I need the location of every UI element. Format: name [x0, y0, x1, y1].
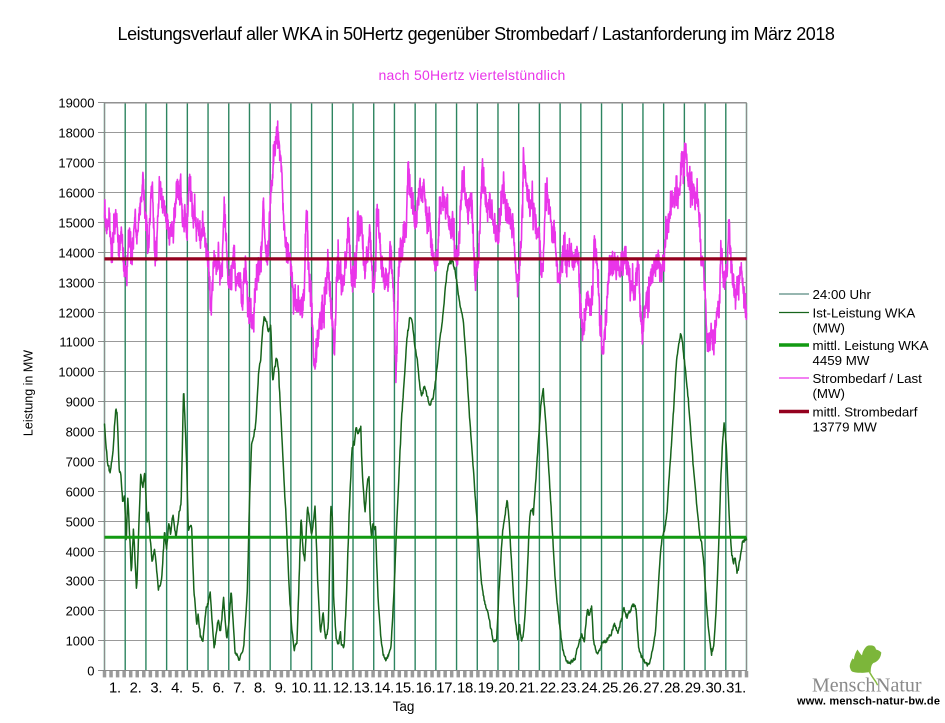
svg-text:19.: 19.: [478, 681, 498, 697]
svg-text:mittl. Leistung WKA: mittl. Leistung WKA: [813, 338, 929, 353]
svg-text:11000: 11000: [59, 335, 94, 350]
svg-text:mittl. Strombedarf: mittl. Strombedarf: [813, 404, 918, 419]
svg-text:24.: 24.: [581, 681, 601, 697]
svg-text:1000: 1000: [66, 634, 95, 649]
svg-text:4000: 4000: [66, 545, 95, 560]
svg-text:12000: 12000: [58, 306, 94, 321]
svg-text:12.: 12.: [333, 681, 353, 697]
svg-text:nach 50Hertz viertelstündlich: nach 50Hertz viertelstündlich: [378, 67, 565, 83]
svg-text:21.: 21.: [519, 681, 539, 697]
svg-text:4.: 4.: [171, 681, 183, 697]
svg-text:18.: 18.: [457, 681, 477, 697]
svg-text:2000: 2000: [66, 604, 95, 619]
svg-text:Ist-Leistung WKA: Ist-Leistung WKA: [813, 305, 916, 320]
svg-text:30.: 30.: [705, 681, 725, 697]
svg-text:31.: 31.: [726, 681, 746, 697]
svg-text:27.: 27.: [643, 681, 663, 697]
svg-text:20.: 20.: [498, 681, 518, 697]
svg-text:3.: 3.: [150, 681, 162, 697]
svg-text:9000: 9000: [66, 395, 95, 410]
svg-text:4459 MW: 4459 MW: [813, 353, 870, 368]
svg-text:1.: 1.: [109, 681, 121, 697]
svg-text:Natur: Natur: [876, 675, 922, 697]
svg-text:5.: 5.: [192, 681, 204, 697]
svg-text:Leistungsverlauf aller WKA in: Leistungsverlauf aller WKA in 50Hertz ge…: [118, 24, 835, 44]
svg-text:28.: 28.: [664, 681, 684, 697]
svg-text:Mensch: Mensch: [812, 675, 875, 697]
svg-text:25.: 25.: [602, 681, 622, 697]
svg-text:14000: 14000: [58, 246, 94, 261]
svg-text:6.: 6.: [212, 681, 224, 697]
svg-text:9.: 9.: [275, 681, 287, 697]
svg-text:Strombedarf / Last: Strombedarf / Last: [813, 371, 923, 386]
svg-text:2.: 2.: [130, 681, 142, 697]
svg-text:(MW): (MW): [813, 321, 845, 336]
svg-text:5000: 5000: [66, 515, 95, 530]
svg-text:Leistung in MW: Leistung in MW: [22, 350, 36, 436]
svg-text:16000: 16000: [58, 186, 94, 201]
svg-text:3000: 3000: [66, 574, 95, 589]
svg-text:11.: 11.: [313, 681, 332, 697]
svg-text:26.: 26.: [623, 681, 643, 697]
svg-text:22.: 22.: [540, 681, 560, 697]
svg-text:13000: 13000: [58, 276, 94, 291]
svg-text:10000: 10000: [58, 365, 94, 380]
svg-text:Tag: Tag: [393, 699, 415, 714]
svg-text:14.: 14.: [374, 681, 394, 697]
svg-text:6000: 6000: [66, 485, 95, 500]
svg-text:13.: 13.: [353, 681, 373, 697]
svg-text:17000: 17000: [58, 156, 94, 171]
svg-text:7000: 7000: [66, 455, 95, 470]
svg-text:7.: 7.: [233, 681, 245, 697]
svg-text:(MW): (MW): [813, 386, 845, 401]
svg-text:16.: 16.: [416, 681, 436, 697]
svg-text:8.: 8.: [254, 681, 266, 697]
svg-text:8000: 8000: [66, 425, 95, 440]
svg-text:www. mensch-natur-bw.de: www. mensch-natur-bw.de: [796, 696, 940, 708]
svg-text:10.: 10.: [291, 681, 311, 697]
svg-text:18000: 18000: [58, 126, 94, 141]
svg-text:29.: 29.: [685, 681, 705, 697]
svg-text:0: 0: [87, 664, 94, 679]
svg-text:15.: 15.: [395, 681, 415, 697]
svg-text:13779 MW: 13779 MW: [813, 420, 878, 435]
svg-text:17.: 17.: [436, 681, 456, 697]
svg-text:19000: 19000: [58, 96, 94, 111]
svg-text:15000: 15000: [58, 216, 94, 231]
svg-text:24:00 Uhr: 24:00 Uhr: [813, 287, 872, 302]
svg-text:23.: 23.: [561, 681, 581, 697]
